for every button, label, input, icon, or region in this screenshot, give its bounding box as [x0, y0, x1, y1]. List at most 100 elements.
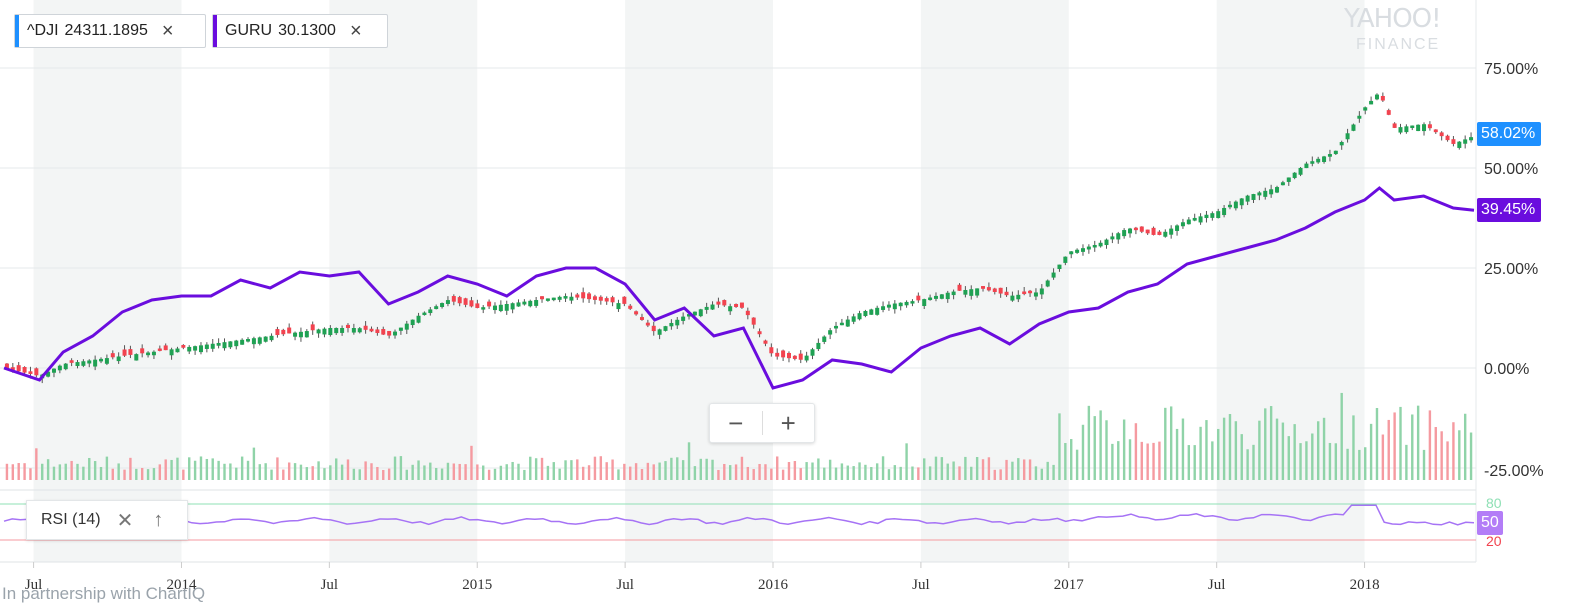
legend-chip-guru[interactable]: GURU 30.1300 ×: [212, 14, 388, 48]
candle-body: [146, 352, 151, 356]
zoom-in-button[interactable]: +: [780, 408, 796, 438]
candle-body: [116, 356, 121, 362]
candle-body: [1292, 172, 1297, 178]
candle-body: [951, 291, 956, 296]
partnership-footer[interactable]: In partnership with ChartIQ: [2, 584, 206, 603]
candle-body: [916, 295, 921, 301]
candle-body: [110, 353, 115, 358]
volume-bar: [1199, 426, 1202, 480]
candle-body: [1198, 216, 1203, 223]
candle-body: [1310, 161, 1315, 164]
candle-body: [1116, 233, 1121, 240]
volume-bar: [370, 463, 373, 480]
zoom-out-button[interactable]: −: [728, 408, 744, 438]
rsi-study-label[interactable]: RSI (14) ✕ ↑: [26, 500, 188, 540]
dji-value: 24311.1895: [64, 22, 148, 39]
close-icon[interactable]: ×: [161, 20, 174, 42]
volume-bar: [1046, 461, 1049, 480]
volume-bar: [593, 456, 597, 480]
volume-bar: [552, 462, 555, 480]
volume-bar: [387, 468, 391, 480]
candle-body: [87, 360, 92, 364]
candle-body: [57, 365, 62, 371]
volume-bar: [1275, 418, 1279, 480]
candle-body: [869, 309, 874, 315]
candle-body: [822, 336, 827, 342]
candle-body: [1075, 249, 1080, 253]
volume-bar: [299, 464, 303, 480]
candle-body: [1039, 288, 1044, 295]
volume-bar: [970, 466, 973, 480]
candle-body: [516, 302, 521, 307]
volume-bar: [1411, 414, 1414, 480]
candle-body: [1457, 141, 1462, 148]
volume-bar: [1452, 422, 1455, 480]
candle-body: [81, 361, 86, 366]
volume-bar: [399, 456, 403, 480]
arrow-up-icon[interactable]: ↑: [153, 508, 164, 531]
rsi-current-badge: 50: [1477, 511, 1503, 535]
candle-body: [1445, 135, 1450, 141]
candle-body: [1122, 230, 1127, 237]
close-icon[interactable]: ✕: [116, 509, 134, 532]
candle-body: [845, 319, 850, 327]
candle-body: [422, 312, 427, 316]
candle-body: [34, 368, 39, 376]
candle-body: [1145, 229, 1150, 234]
volume-bar: [1446, 441, 1449, 480]
volume-bar: [581, 466, 585, 480]
volume-bar: [670, 457, 673, 480]
candle-body: [369, 328, 374, 332]
volume-bar: [517, 463, 520, 480]
volume-bar: [1458, 430, 1461, 480]
volume-bar: [440, 468, 444, 480]
guru-color-marker: [213, 15, 217, 47]
volume-bar: [493, 468, 497, 480]
volume-bar: [88, 457, 91, 480]
candle-body: [545, 298, 550, 301]
candle-body: [104, 358, 109, 364]
volume-bar: [1140, 441, 1143, 480]
volume-bar: [29, 468, 32, 480]
volume-bar: [23, 463, 26, 480]
candle-body: [510, 303, 515, 310]
candle-body: [540, 296, 545, 300]
volume-bar: [687, 442, 691, 480]
close-icon[interactable]: ×: [349, 20, 362, 42]
volume-bar: [1316, 421, 1320, 480]
candle-body: [792, 355, 797, 359]
volume-bar: [82, 466, 85, 480]
volume-bar: [711, 459, 714, 480]
zoom-control: − +: [709, 403, 815, 443]
candle-body: [663, 326, 668, 331]
candle-body: [557, 296, 562, 300]
candle-body: [1216, 211, 1221, 219]
volume-bar: [1017, 458, 1020, 480]
volume-bar: [770, 468, 773, 480]
volume-bar: [1169, 406, 1173, 480]
candle-body: [269, 335, 274, 341]
candle-body: [657, 329, 662, 335]
volume-bar: [746, 466, 750, 480]
candle-body: [28, 371, 33, 374]
volume-bar: [799, 468, 802, 480]
candle-body: [228, 341, 233, 348]
candle-body: [975, 288, 980, 296]
volume-bar: [193, 460, 197, 480]
volume-bar: [1128, 439, 1132, 480]
candle-body: [734, 304, 739, 308]
volume-bar: [1352, 415, 1355, 480]
candle-body: [316, 329, 321, 334]
volume-bar: [423, 465, 426, 480]
volume-bar: [534, 458, 538, 480]
candle-body: [681, 316, 686, 321]
x-axis-labels: Jul 2014 Jul 2015 Jul 2016 Jul 2017 Jul 2018: [25, 562, 1380, 593]
volume-bar: [1105, 420, 1108, 480]
legend-chip-dji[interactable]: ^DJI 24311.1895 ×: [14, 14, 206, 48]
candle-body: [1163, 231, 1168, 237]
candle-body: [375, 329, 380, 333]
candle-body: [1275, 187, 1280, 193]
volume-bar: [1264, 408, 1267, 480]
candle-body: [1433, 129, 1438, 133]
candle-body: [1175, 225, 1180, 231]
